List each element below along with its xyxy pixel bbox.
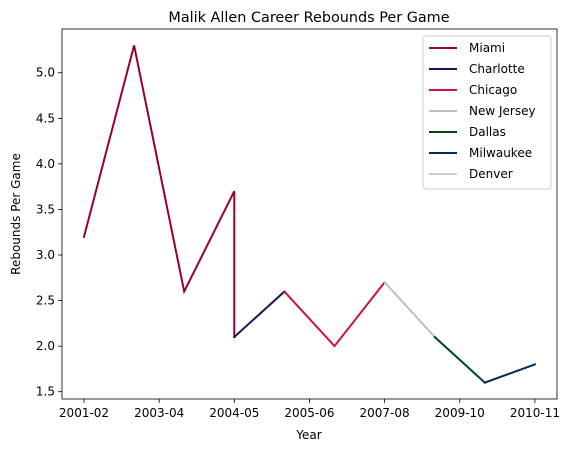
x-tick-label: 2001-02 xyxy=(59,406,109,420)
legend: Miami Charlotte Chicago New Jersey Dallas Mil… xyxy=(422,35,552,190)
legend-label: New Jersey xyxy=(469,104,536,118)
series-line-charlotte xyxy=(232,290,286,339)
legend-label: Charlotte xyxy=(469,62,525,76)
series-line-milwaukee xyxy=(483,363,537,384)
x-tick-label: 2010-11 xyxy=(510,406,560,420)
x-tick-label: 2004-05 xyxy=(209,406,259,420)
series-line-miami xyxy=(82,45,236,338)
series-line-chicago xyxy=(282,280,387,348)
x-tick-label: 2005-06 xyxy=(284,406,334,420)
x-axis-ticks: 2001-02 2003-04 2004-05 2005-06 2007-08 2009-… xyxy=(59,399,560,420)
x-tick-label: 2007-08 xyxy=(360,406,410,420)
plot-frame xyxy=(61,28,558,400)
x-tick-label: 2003-04 xyxy=(134,406,184,420)
legend-label: Chicago xyxy=(469,83,517,97)
y-tick-label: 2.5 xyxy=(36,294,55,308)
y-tick-label: 4.0 xyxy=(36,157,55,171)
y-tick-label: 3.0 xyxy=(36,248,55,262)
y-tick-label: 3.5 xyxy=(36,202,55,216)
legend-label: Denver xyxy=(469,167,513,181)
chart-title: Malik Allen Career Rebounds Per Game xyxy=(168,10,449,26)
y-tick-label: 2.0 xyxy=(36,339,55,353)
y-tick-label: 4.5 xyxy=(36,111,55,125)
x-axis-label: Year xyxy=(295,428,321,442)
y-axis-label: Rebounds Per Game xyxy=(9,153,23,275)
series-line-new-jersey xyxy=(383,280,437,339)
series-line-dallas xyxy=(433,335,487,385)
legend-box xyxy=(422,35,552,190)
x-tick-label: 2009-10 xyxy=(435,406,485,420)
legend-label: Miami xyxy=(469,41,505,55)
series-layer xyxy=(82,45,537,385)
y-tick-label: 5.0 xyxy=(36,66,55,80)
legend-label: Dallas xyxy=(469,125,506,139)
y-axis-ticks: 1.5 2.0 2.5 3.0 3.5 4.0 4.5 5.0 xyxy=(36,66,62,399)
legend-label: Milwaukee xyxy=(469,146,532,160)
y-tick-label: 1.5 xyxy=(36,385,55,399)
